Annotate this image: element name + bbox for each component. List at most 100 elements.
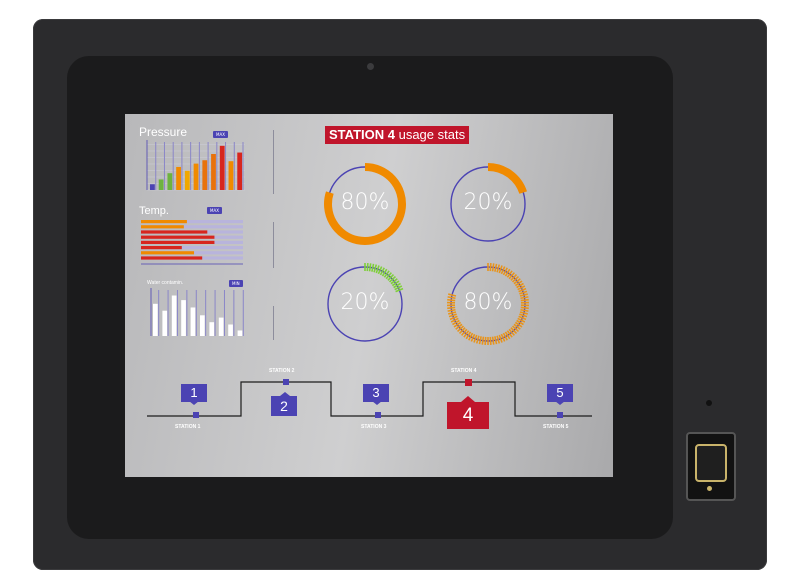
- pressure-bar-track: [172, 142, 174, 190]
- station-1-button[interactable]: 1: [181, 384, 207, 402]
- gauge-tick: [461, 328, 468, 336]
- gauge-tick: [520, 298, 529, 302]
- water-bar: [190, 307, 196, 336]
- pressure-bar-track: [216, 142, 218, 190]
- temp-bar: [141, 240, 215, 244]
- gauge-3-value: 20%: [340, 290, 390, 315]
- gauge-tick: [491, 263, 495, 272]
- gauge-tick: [391, 280, 400, 287]
- fingerprint-reader[interactable]: [686, 432, 736, 501]
- station-timeline: [147, 379, 592, 418]
- gauge-tick: [371, 263, 375, 272]
- station-5-button[interactable]: 5: [547, 384, 573, 402]
- pressure-bar-track: [207, 142, 209, 190]
- gauge-tick: [518, 287, 527, 293]
- temp-bar-track: [141, 225, 243, 229]
- water-bar-track: [186, 290, 188, 336]
- gauge-tick: [481, 336, 485, 345]
- gauge-tick: [508, 272, 515, 280]
- temp-bar: [141, 225, 184, 229]
- gauge-tick: [519, 313, 528, 318]
- pressure-max-badge[interactable]: MAX: [213, 131, 228, 138]
- station-3-button[interactable]: 3: [363, 384, 389, 402]
- pressure-bar: [193, 163, 199, 190]
- gauge-tick: [366, 263, 369, 272]
- gauge-tick: [513, 278, 521, 285]
- gauge-tick: [475, 335, 480, 344]
- water-bar-track: [167, 290, 169, 336]
- gauge-tick: [452, 319, 460, 326]
- gauge-tick: [388, 275, 397, 283]
- station-2-button[interactable]: 2: [271, 396, 297, 416]
- water-bar: [153, 303, 158, 336]
- gauge-tick: [453, 321, 462, 328]
- gauge-tick: [514, 280, 523, 287]
- gauge-tick: [502, 332, 508, 341]
- gauge-tick: [447, 308, 456, 312]
- gauge-tick: [520, 306, 529, 310]
- pressure-bar: [202, 160, 208, 190]
- water-bar-track: [195, 290, 197, 336]
- water-label: Water contamin.: [147, 280, 184, 286]
- pressure-bar-chart: [146, 140, 245, 191]
- gauge-tick: [517, 317, 526, 323]
- gauge-tick: [449, 315, 458, 321]
- water-bar-track: [242, 290, 244, 336]
- gauge-tick: [516, 282, 524, 289]
- pressure-bar-track: [225, 142, 227, 190]
- divider: [273, 130, 274, 194]
- fingerprint-indicator-icon: [707, 486, 712, 491]
- station-5-node[interactable]: [557, 412, 563, 418]
- gauge-tick: [506, 330, 513, 338]
- gauge-tick: [468, 332, 474, 341]
- gauge-2-value: 20%: [463, 190, 513, 215]
- station-4-node[interactable]: [465, 379, 472, 386]
- pressure-bar-track: [242, 142, 244, 190]
- water-bar-track: [233, 290, 235, 336]
- water-bar: [171, 295, 177, 336]
- gauge-tick: [498, 334, 503, 343]
- gauge-tick: [491, 336, 495, 345]
- pressure-bar-track: [198, 142, 200, 190]
- divider: [273, 222, 274, 268]
- gauge-tick: [373, 264, 378, 273]
- pressure-bar: [184, 170, 190, 190]
- station-3-label: STATION 3: [361, 424, 387, 430]
- water-min-badge[interactable]: MIN: [229, 280, 243, 287]
- pressure-bar: [176, 166, 181, 190]
- gauge-tick: [506, 270, 513, 278]
- gauge-tick: [385, 272, 392, 280]
- temp-bar: [141, 251, 195, 255]
- gauge-tick: [395, 287, 404, 293]
- temp-bar: [141, 235, 215, 239]
- temp-bar: [141, 256, 203, 260]
- gauge-tick: [478, 336, 482, 345]
- temp-bar-chart: [141, 220, 243, 265]
- gauge-tick: [514, 321, 523, 328]
- pressure-bar-track: [190, 142, 192, 190]
- temp-bar: [141, 246, 182, 250]
- gauge-tick: [448, 311, 457, 315]
- water-bar: [181, 300, 186, 336]
- gauge-tick: [381, 268, 388, 277]
- pressure-bar: [167, 173, 173, 190]
- gauge-tick: [387, 273, 395, 281]
- station-2-label: STATION 2: [269, 368, 295, 374]
- station-1-node[interactable]: [193, 412, 199, 418]
- temp-bar-track: [141, 246, 243, 250]
- pressure-bar-track: [233, 142, 235, 190]
- station-4-button[interactable]: 4: [447, 402, 489, 429]
- station-2-node[interactable]: [283, 379, 289, 385]
- station-3-node[interactable]: [375, 412, 381, 418]
- pressure-bar: [158, 179, 164, 190]
- gauge-tick: [448, 293, 457, 297]
- gauge-tick: [519, 293, 528, 297]
- temp-max-badge[interactable]: MAX: [207, 207, 222, 214]
- gauge-tick: [447, 298, 456, 302]
- gauge-tick: [494, 336, 498, 345]
- water-bar-track: [214, 290, 216, 336]
- gauge-tick: [383, 270, 390, 278]
- water-bar-track: [158, 290, 160, 336]
- pressure-label: Pressure: [139, 125, 188, 139]
- gauge-tick: [520, 296, 529, 300]
